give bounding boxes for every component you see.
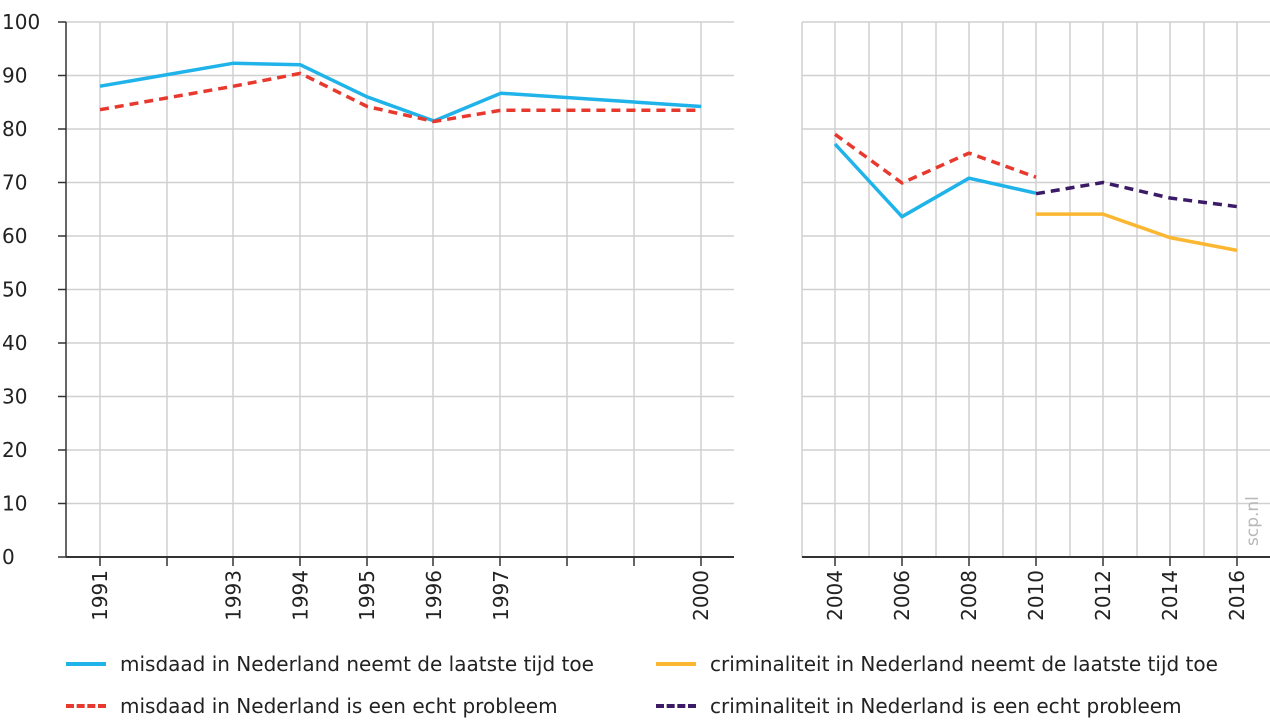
y-tick-label: 80 <box>2 117 27 141</box>
series-line <box>99 71 702 124</box>
legend-swatch <box>66 704 106 708</box>
x-tick-label: 2000 <box>689 570 713 621</box>
left-panel: 0 10 20 30 40 50 60 70 80 90 100 1991 1993 1994 1995 19… <box>2 10 734 621</box>
y-tick-label: 30 <box>2 385 27 409</box>
series-line <box>99 61 702 123</box>
y-tick-label: 10 <box>2 492 27 516</box>
y-tick-label: 0 <box>2 545 15 569</box>
legend-label: criminaliteit in Nederland neemt de laat… <box>710 652 1218 676</box>
x-tick-label: 2008 <box>957 570 981 621</box>
legend: misdaad in Nederland neemt de laatste ti… <box>66 652 1266 724</box>
x-tick-label: 2004 <box>823 570 847 621</box>
y-tick-label: 90 <box>2 64 27 88</box>
y-tick-label: 100 <box>2 10 40 34</box>
x-tick-label: 1995 <box>355 570 379 621</box>
legend-swatch <box>656 704 696 708</box>
series-line <box>1036 212 1238 253</box>
y-tick-label: 20 <box>2 438 27 462</box>
series-line <box>833 142 1037 219</box>
series-line <box>1035 180 1238 209</box>
y-tick-label: 70 <box>2 171 27 195</box>
x-tick-label: 2016 <box>1225 570 1249 621</box>
legend-swatch <box>66 662 106 666</box>
legend-item: criminaliteit in Nederland is een echt p… <box>656 694 1182 718</box>
y-tick-label: 50 <box>2 278 27 302</box>
y-tick-label: 40 <box>2 331 27 355</box>
x-tick-label: 1994 <box>288 570 312 621</box>
x-tick-label: 2014 <box>1158 570 1182 621</box>
legend-item: misdaad in Nederland neemt de laatste ti… <box>66 652 594 676</box>
legend-swatch <box>656 662 696 666</box>
x-tick-label: 1991 <box>88 570 112 621</box>
x-tick-label: 2006 <box>890 570 914 621</box>
legend-item: criminaliteit in Nederland neemt de laat… <box>656 652 1218 676</box>
x-tick-label: 2010 <box>1024 570 1048 621</box>
x-tick-label: 1993 <box>222 570 246 621</box>
x-tick-label: 1996 <box>422 570 446 621</box>
legend-label: criminaliteit in Nederland is een echt p… <box>710 694 1182 718</box>
legend-label: misdaad in Nederland is een echt problee… <box>120 694 558 718</box>
right-panel: 2004 2006 2008 2010 2012 2014 2016 <box>801 21 1270 621</box>
legend-item: misdaad in Nederland is een echt problee… <box>66 694 558 718</box>
legend-label: misdaad in Nederland neemt de laatste ti… <box>120 652 594 676</box>
x-tick-label: 2012 <box>1091 570 1115 621</box>
y-tick-label: 60 <box>2 224 27 248</box>
watermark: scp.nl <box>1243 496 1263 546</box>
x-tick-label: 1997 <box>489 570 513 621</box>
